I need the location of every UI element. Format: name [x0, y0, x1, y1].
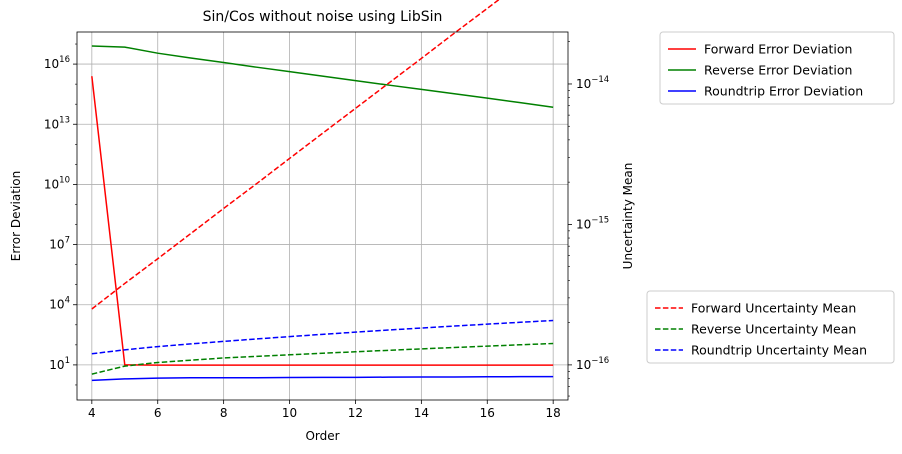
legend-uncertainty-mean: Forward Uncertainty Mean Reverse Uncertai… [646, 290, 895, 364]
y-tick-label: 10−14 [576, 75, 609, 91]
chart-title: Sin/Cos without noise using LibSin [203, 9, 443, 25]
x-tick-label: 8 [220, 406, 228, 420]
y-tick-label: 1013 [44, 115, 70, 131]
y-tick-label: 10−15 [576, 215, 609, 231]
series-line [91, 375, 554, 382]
x-axis: 4 6 8 10 12 14 16 18 [88, 400, 561, 420]
y-tick-label: 10−16 [576, 356, 609, 372]
x-tick-label: 10 [282, 406, 297, 420]
right-y-axis: 10−16 10−15 10−14 [568, 41, 609, 397]
x-tick-label: 18 [546, 406, 561, 420]
series-line [91, 319, 554, 355]
x-tick-label: 4 [88, 406, 96, 420]
left-y-axis: 101 104 107 1010 1013 1016 [44, 43, 77, 386]
legend-label: Reverse Error Deviation [704, 63, 852, 78]
grid [77, 32, 568, 400]
series-line [91, 0, 500, 310]
series-line [91, 342, 554, 375]
y-tick-label: 104 [49, 296, 70, 312]
y-tick-label: 1010 [44, 175, 70, 191]
x-tick-label: 6 [154, 406, 162, 420]
legend-label: Forward Error Deviation [704, 42, 852, 57]
x-tick-label: 14 [414, 406, 429, 420]
y-tick-label: 1016 [44, 55, 70, 71]
y-tick-label: 107 [49, 236, 70, 252]
legend-frame [659, 31, 895, 105]
series-line [91, 76, 554, 366]
y-tick-label: 101 [49, 356, 70, 372]
legend-label: Roundtrip Error Deviation [704, 84, 863, 99]
series-line [91, 45, 554, 109]
right-y-axis-label: Uncertainty Mean [621, 163, 635, 270]
legend-label: Roundtrip Uncertainty Mean [691, 343, 867, 358]
legend-frame [646, 290, 895, 364]
x-axis-label: Order [305, 429, 339, 443]
left-y-axis-label: Error Deviation [9, 171, 23, 261]
x-tick-label: 12 [348, 406, 363, 420]
legend-label: Reverse Uncertainty Mean [691, 322, 856, 337]
legend-error-deviation: Forward Error Deviation Reverse Error Dev… [659, 31, 895, 105]
plot-frame [76, 31, 569, 401]
plot-lines [91, 0, 554, 382]
legend-label: Forward Uncertainty Mean [691, 301, 856, 316]
x-tick-label: 16 [480, 406, 495, 420]
